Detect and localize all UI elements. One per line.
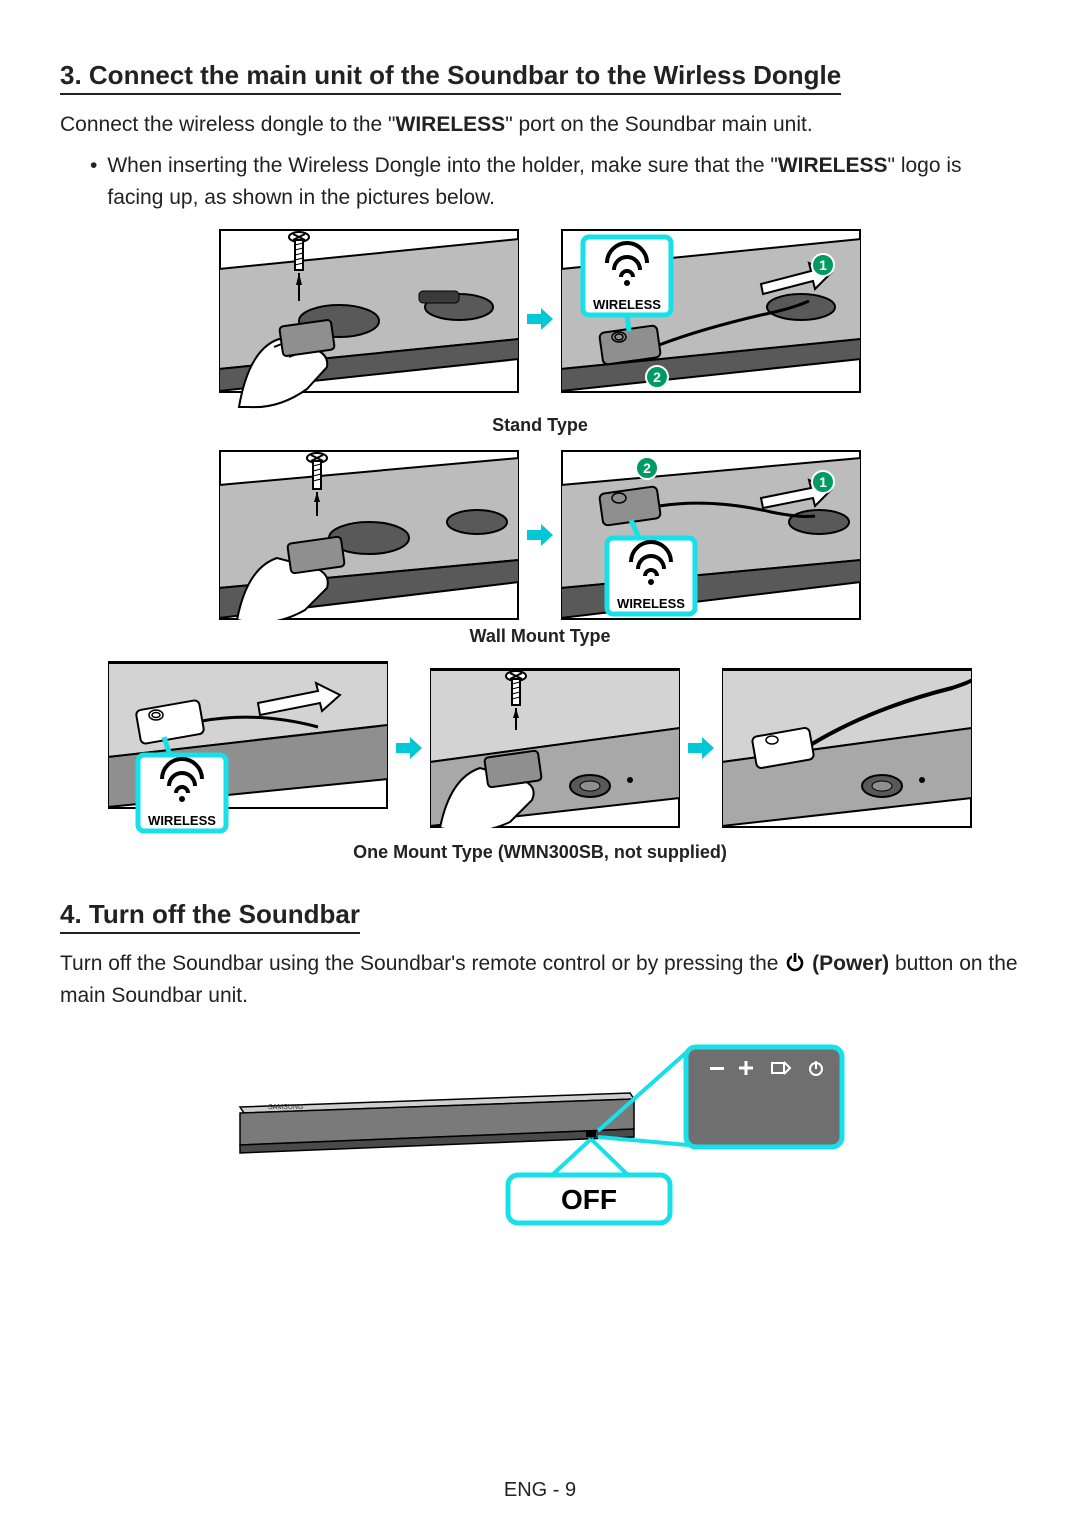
section3-bullet: • When inserting the Wireless Dongle int… <box>90 150 1020 215</box>
one-mid-panel <box>430 668 680 828</box>
txt: " port on the Soundbar main unit. <box>505 113 812 136</box>
svg-text:1: 1 <box>819 474 827 490</box>
section3-intro: Connect the wireless dongle to the "WIRE… <box>60 109 1020 142</box>
txt: When inserting the Wireless Dongle into … <box>107 154 777 177</box>
txt: Turn off the Soundbar using the Soundbar… <box>60 952 784 975</box>
one-caption: One Mount Type (WMN300SB, not supplied) <box>60 842 1020 863</box>
section4-body: Turn off the Soundbar using the Soundbar… <box>60 948 1020 1013</box>
arrow-icon <box>527 524 553 546</box>
one-left-panel: WIRELESS <box>108 661 388 836</box>
section3-title: 3. Connect the main unit of the Soundbar… <box>60 60 841 95</box>
arrow-icon <box>396 737 422 759</box>
txt-bold: (Power) <box>812 952 889 975</box>
svg-text:WIRELESS: WIRELESS <box>593 297 661 312</box>
bullet-icon: • <box>90 150 97 215</box>
svg-text:WIRELESS: WIRELESS <box>148 813 216 828</box>
page-number: ENG - 9 <box>0 1479 1080 1502</box>
stand-type-row: 1 2 WIRELESS <box>60 229 1020 409</box>
wall-caption: Wall Mount Type <box>60 626 1020 647</box>
arrow-icon <box>527 308 553 330</box>
wall-left-panel <box>219 450 519 620</box>
off-figure: SAMSUNG OFF <box>60 1027 1020 1227</box>
wall-type-row: 1 2 WIRELESS <box>60 450 1020 620</box>
one-mount-row: WIRELESS <box>60 661 1020 836</box>
arrow-icon <box>688 737 714 759</box>
one-right-panel <box>722 668 972 828</box>
wall-right-panel: 1 2 WIRELESS <box>561 450 861 620</box>
stand-caption: Stand Type <box>60 415 1020 436</box>
svg-text:WIRELESS: WIRELESS <box>617 596 685 611</box>
txt-bold: WIRELESS <box>778 154 888 177</box>
power-icon <box>784 951 806 973</box>
section4-title: 4. Turn off the Soundbar <box>60 899 360 934</box>
svg-text:2: 2 <box>643 460 651 476</box>
svg-text:OFF: OFF <box>561 1184 617 1215</box>
bullet-text: When inserting the Wireless Dongle into … <box>107 150 1020 215</box>
stand-right-panel: 1 2 WIRELESS <box>561 229 861 409</box>
svg-text:1: 1 <box>819 257 827 273</box>
svg-text:SAMSUNG: SAMSUNG <box>268 1104 303 1111</box>
stand-left-panel <box>219 229 519 409</box>
txt: Connect the wireless dongle to the " <box>60 113 396 136</box>
txt-bold: WIRELESS <box>396 113 506 136</box>
svg-text:2: 2 <box>653 369 661 385</box>
